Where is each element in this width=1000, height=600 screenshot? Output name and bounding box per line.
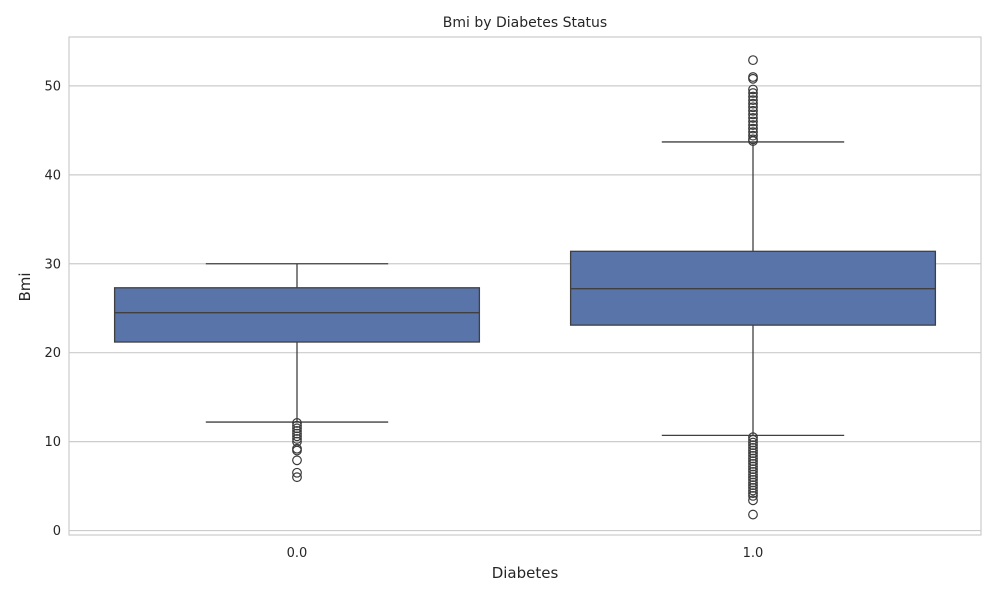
outlier-point-1-43 bbox=[748, 509, 758, 520]
outlier-point-1-0 bbox=[748, 55, 758, 66]
y-tick-label-3: 30 bbox=[44, 257, 61, 272]
y-tick-label-5: 50 bbox=[44, 79, 61, 94]
chart-title: Bmi by Diabetes Status bbox=[442, 15, 608, 31]
outlier-point-1-5 bbox=[748, 91, 758, 102]
outlier-point-1-2 bbox=[748, 73, 758, 84]
y-tick-label-1: 10 bbox=[44, 435, 61, 450]
plot-frame bbox=[68, 36, 982, 536]
outlier-point-0-10 bbox=[292, 455, 302, 466]
outlier-point-1-39 bbox=[748, 485, 758, 496]
y-tick-label-2: 20 bbox=[44, 346, 61, 361]
outlier-point-1-6 bbox=[748, 95, 758, 106]
outlier-point-1-16 bbox=[748, 130, 758, 141]
outlier-point-0-9 bbox=[292, 445, 302, 456]
outlier-point-0-6 bbox=[292, 434, 302, 444]
outlier-point-1-11 bbox=[748, 113, 758, 123]
outlier-point-1-3 bbox=[748, 84, 758, 95]
x-axis-label: Diabetes bbox=[491, 564, 559, 582]
x-tick-label-0: 0.0 bbox=[287, 546, 308, 561]
box-0 bbox=[113, 287, 481, 343]
y-tick-label-4: 40 bbox=[44, 168, 61, 183]
outlier-point-0-5 bbox=[292, 431, 302, 442]
y-tick-label-0: 0 bbox=[53, 524, 61, 539]
outlier-point-1-12 bbox=[748, 116, 758, 127]
outlier-point-1-14 bbox=[748, 123, 758, 134]
outlier-point-1-40 bbox=[748, 488, 758, 499]
outlier-point-1-10 bbox=[748, 109, 758, 120]
outlier-point-1-9 bbox=[748, 105, 758, 116]
outlier-point-1-41 bbox=[748, 490, 758, 501]
outlier-point-1-13 bbox=[748, 120, 758, 130]
outlier-point-1-18 bbox=[748, 136, 758, 146]
outlier-point-1-42 bbox=[748, 495, 758, 506]
x-tick-label-1: 1.0 bbox=[743, 546, 764, 561]
outlier-point-1-4 bbox=[748, 88, 758, 98]
outlier-point-0-11 bbox=[292, 467, 302, 478]
outlier-point-1-7 bbox=[748, 98, 758, 109]
outlier-point-1-8 bbox=[748, 102, 758, 113]
outlier-point-0-12 bbox=[292, 472, 302, 483]
